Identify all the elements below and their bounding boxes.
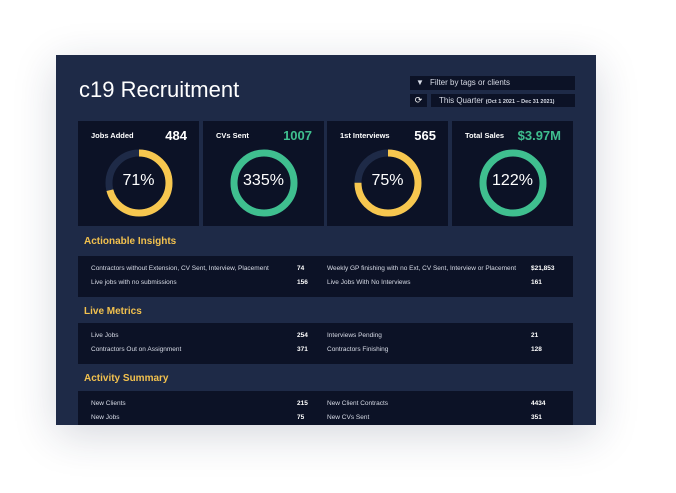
kpi-label: 1st Interviews <box>340 131 390 140</box>
metric-label: Contractors without Extension, CV Sent, … <box>91 265 269 272</box>
progress-ring <box>105 149 173 217</box>
metric-label: Live Jobs With No Interviews <box>327 279 411 286</box>
period-range: (Oct 1 2021 – Dec 31 2021) <box>485 99 555 105</box>
kpi-card[interactable]: Total Sales $3.97M 122% <box>452 121 573 226</box>
ring-fill <box>354 149 422 217</box>
kpi-card[interactable]: CVs Sent 1007 335% <box>203 121 324 226</box>
section-title: Activity Summary <box>84 373 169 384</box>
kpi-card[interactable]: Jobs Added 484 71% <box>78 121 199 226</box>
metric-label: Interviews Pending <box>327 332 382 339</box>
refresh-icon: ⟳ <box>414 95 423 105</box>
ring-fill <box>230 149 298 217</box>
period-label: This Quarter <box>439 96 484 105</box>
dashboard-panel: c19 Recruitment ▼ Filter by tags or clien… <box>56 55 596 425</box>
metric-label: Live jobs with no submissions <box>91 279 177 286</box>
metric-label: New Clients <box>91 400 126 407</box>
metrics-box: Contractors without Extension, CV Sent, … <box>78 256 573 297</box>
metric-value[interactable]: 371 <box>297 346 308 353</box>
metric-value[interactable]: 21 <box>531 332 539 339</box>
progress-ring <box>230 149 298 217</box>
metric-label: New CVs Sent <box>327 414 370 421</box>
filter-input[interactable]: ▼ Filter by tags or clients <box>410 76 575 90</box>
ring-fill <box>105 149 173 217</box>
metric-value[interactable]: 254 <box>297 332 308 339</box>
filter-icon: ▼ <box>416 78 424 87</box>
kpi-value: $3.97M <box>517 128 561 143</box>
metric-label: Weekly GP finishing with no Ext, CV Sent… <box>327 265 517 272</box>
metrics-box: New Clients 215 New Jobs 75 New Client Contr… <box>78 391 573 425</box>
metric-value[interactable]: 156 <box>297 279 308 286</box>
kpi-percent: 75% <box>371 172 404 189</box>
refresh-button[interactable]: ⟳ <box>410 94 427 107</box>
metric-label: New Jobs <box>91 414 120 421</box>
kpi-label: CVs Sent <box>216 131 249 140</box>
filter-placeholder: Filter by tags or clients <box>430 78 511 87</box>
metric-value[interactable]: $21,853 <box>531 265 555 272</box>
metric-label: Contractors Out on Assignment <box>91 346 182 353</box>
progress-ring <box>479 149 547 217</box>
section-title: Live Metrics <box>84 306 142 317</box>
kpi-percent: 335% <box>243 172 284 189</box>
section-title: Actionable Insights <box>84 236 177 247</box>
kpi-value: 565 <box>414 128 436 143</box>
kpi-value: 484 <box>165 128 187 143</box>
kpi-label: Total Sales <box>465 131 505 140</box>
ring-fill <box>479 149 547 217</box>
period-selector[interactable]: This Quarter (Oct 1 2021 – Dec 31 2021) <box>431 94 575 107</box>
metric-value[interactable]: 215 <box>297 400 308 407</box>
progress-ring <box>354 149 422 217</box>
metric-value[interactable]: 74 <box>297 265 305 272</box>
metric-value[interactable]: 161 <box>531 279 542 286</box>
metric-label: New Client Contracts <box>327 400 389 407</box>
kpi-percent: 122% <box>492 172 533 189</box>
metric-value[interactable]: 351 <box>531 414 542 421</box>
metric-label: Live Jobs <box>91 332 119 339</box>
kpi-card[interactable]: 1st Interviews 565 75% <box>327 121 448 226</box>
metric-label: Contractors Finishing <box>327 346 389 353</box>
kpi-value: 1007 <box>283 128 312 143</box>
metric-value[interactable]: 4434 <box>531 400 546 407</box>
metric-value[interactable]: 128 <box>531 346 542 353</box>
kpi-label: Jobs Added <box>91 131 134 140</box>
kpi-percent: 71% <box>122 172 155 189</box>
page-title: c19 Recruitment <box>79 77 240 102</box>
metrics-box: Live Jobs 254 Contractors Out on Assignmen… <box>78 323 573 364</box>
metric-value[interactable]: 75 <box>297 414 305 421</box>
